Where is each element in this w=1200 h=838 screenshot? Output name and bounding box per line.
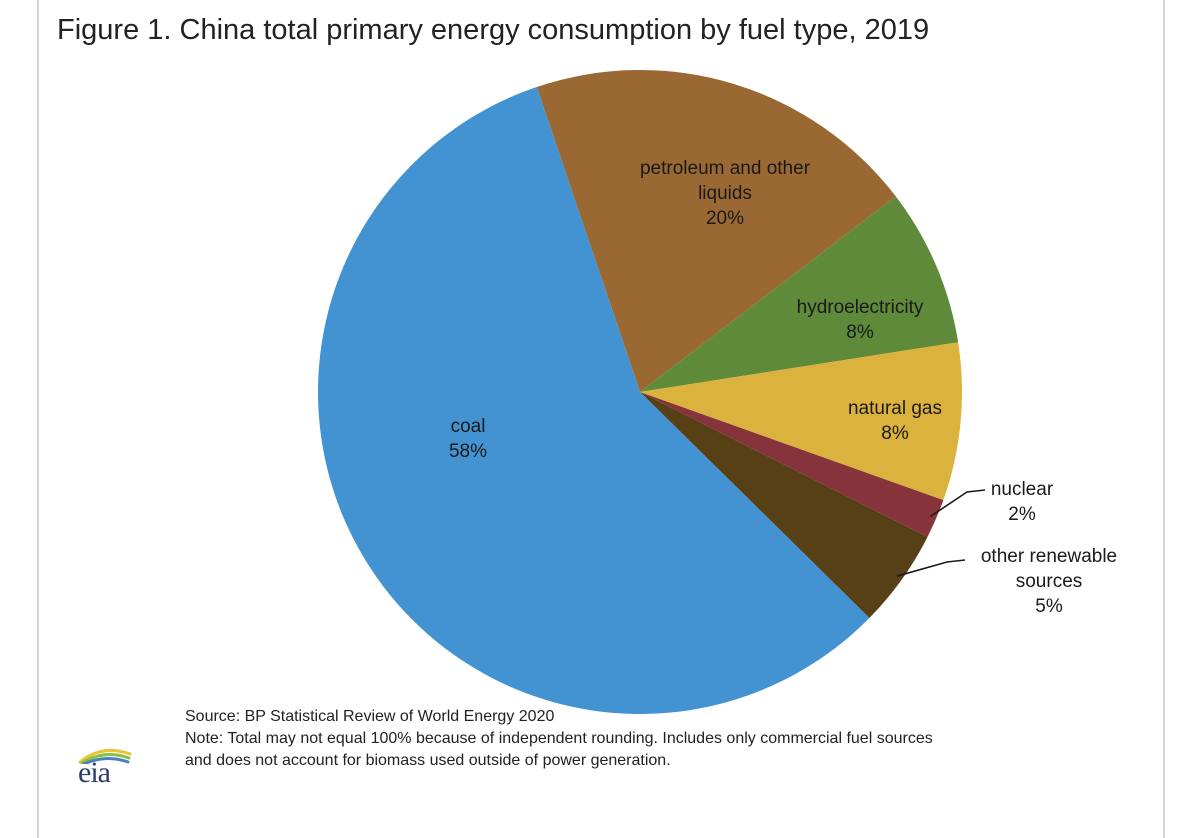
source-note: Source: BP Statistical Review of World E… [185,708,555,725]
value-label-petroleum: 20% [706,208,744,229]
note-line-2: and does not account for biomass used ou… [185,752,671,769]
value-label-hydroelectricity: 8% [846,322,874,343]
leader-lines [896,489,986,577]
label-nuclear: nuclear [991,479,1054,500]
label-other-renewable: other renewable [981,546,1117,567]
logo-text: eia [78,756,111,789]
note-line-1: Note: Total may not equal 100% because o… [185,730,933,747]
slice-other-renewable [640,392,928,618]
leader-line-nuclear [930,489,986,518]
slice-petroleum [536,70,896,393]
label-coal: coal [451,416,486,437]
label-other-renewable: sources [1016,571,1083,592]
value-label-coal: 58% [449,441,487,462]
label-hydroelectricity: hydroelectricity [797,297,924,318]
label-natural-gas: natural gas [848,398,942,419]
slice-nuclear [640,392,944,537]
slice-natural-gas [640,342,963,501]
label-petroleum: liquids [698,183,752,204]
value-label-nuclear: 2% [1008,504,1036,525]
slice-coal [318,86,870,714]
leader-line-other-renewable [896,559,966,577]
pie-slices [318,70,963,714]
label-petroleum: petroleum and other [640,158,811,179]
slice-labels: coal 58% petroleum and other liquids 20% hydr… [449,158,1117,617]
eia-logo: eia [74,742,134,792]
chart-title: Figure 1. China total primary energy con… [57,14,930,46]
value-label-other-renewable: 5% [1035,596,1063,617]
logo-arcs-icon [78,748,132,764]
value-label-natural-gas: 8% [881,423,909,444]
slice-hydroelectricity [640,196,959,392]
